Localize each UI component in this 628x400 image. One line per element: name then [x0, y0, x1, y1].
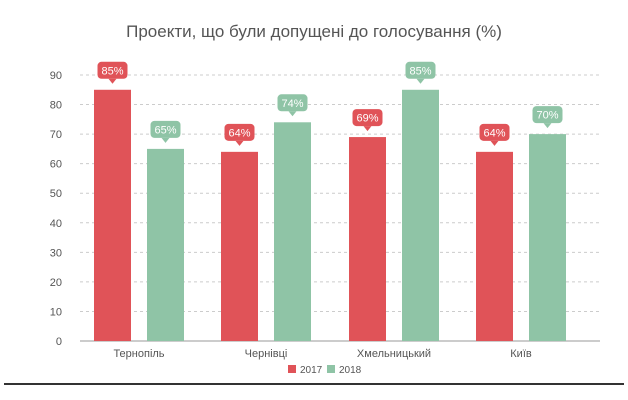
- data-label-bubble: [224, 123, 255, 141]
- x-axis-ticks: Тернопіль Чернівці Хмельницький Київ: [113, 348, 531, 360]
- legend-label-2018: 2018: [339, 365, 362, 376]
- data-label-bubble: [97, 61, 128, 79]
- y-tick-label: 80: [50, 100, 62, 112]
- data-label: 65%: [154, 124, 176, 136]
- bar-2017: [94, 89, 131, 342]
- y-tick-label: 30: [50, 247, 62, 259]
- bar-2017: [349, 137, 386, 341]
- y-tick-label: 10: [50, 306, 62, 318]
- grid-lines: [80, 74, 600, 342]
- data-label-pointer: [108, 78, 117, 84]
- data-label-bubble: [479, 123, 510, 141]
- data-label-bubble: [150, 120, 181, 138]
- data-label-pointer: [416, 78, 425, 84]
- data-label-bubble: [277, 94, 308, 112]
- x-tick-label: Тернопіль: [113, 348, 164, 360]
- bar-2018: [147, 148, 184, 341]
- data-label: 70%: [536, 110, 558, 122]
- data-label-pointer: [161, 137, 170, 143]
- bars: [94, 89, 566, 342]
- y-tick-label: 60: [50, 159, 62, 171]
- y-tick-label: 20: [50, 277, 62, 289]
- y-tick-label: 40: [50, 218, 62, 230]
- y-tick-label: 0: [56, 336, 62, 348]
- legend: 2017 2018: [288, 365, 362, 376]
- bar-2018: [529, 134, 566, 341]
- bar-2017: [476, 151, 513, 341]
- data-label-pointer: [490, 140, 499, 146]
- chart-title: Проекти, що були допущені до голосування…: [126, 22, 502, 41]
- data-label-pointer: [235, 140, 244, 146]
- data-label-bubble: [532, 106, 563, 124]
- y-tick-label: 50: [50, 188, 62, 200]
- data-label-bubble: [405, 61, 436, 79]
- data-label-pointer: [543, 123, 552, 129]
- y-tick-label: 70: [50, 129, 62, 141]
- data-label: 85%: [409, 65, 431, 77]
- bar-2018: [274, 122, 311, 342]
- data-labels: 85% 65% 64% 74% 69% 85% 64% 70%: [97, 61, 563, 146]
- x-tick-label: Київ: [510, 348, 532, 360]
- x-tick-label: Хмельницький: [357, 348, 431, 360]
- y-axis-ticks: 0 10 20 30 40 50 60 70 80 90: [50, 70, 62, 348]
- bar-2017: [221, 151, 258, 341]
- data-label: 74%: [281, 98, 303, 110]
- data-label-pointer: [363, 126, 372, 132]
- data-label-pointer: [288, 111, 297, 117]
- legend-swatch-2017: [288, 365, 296, 373]
- data-label-bubble: [352, 109, 383, 127]
- bar-2018: [402, 89, 439, 342]
- legend-swatch-2018: [327, 365, 335, 373]
- data-label: 64%: [483, 127, 505, 139]
- data-label: 85%: [101, 65, 123, 77]
- y-tick-label: 90: [50, 70, 62, 82]
- x-tick-label: Чернівці: [245, 348, 288, 360]
- data-label: 69%: [356, 113, 378, 125]
- bottom-divider: [4, 383, 624, 385]
- data-label: 64%: [228, 127, 250, 139]
- legend-label-2017: 2017: [300, 365, 323, 376]
